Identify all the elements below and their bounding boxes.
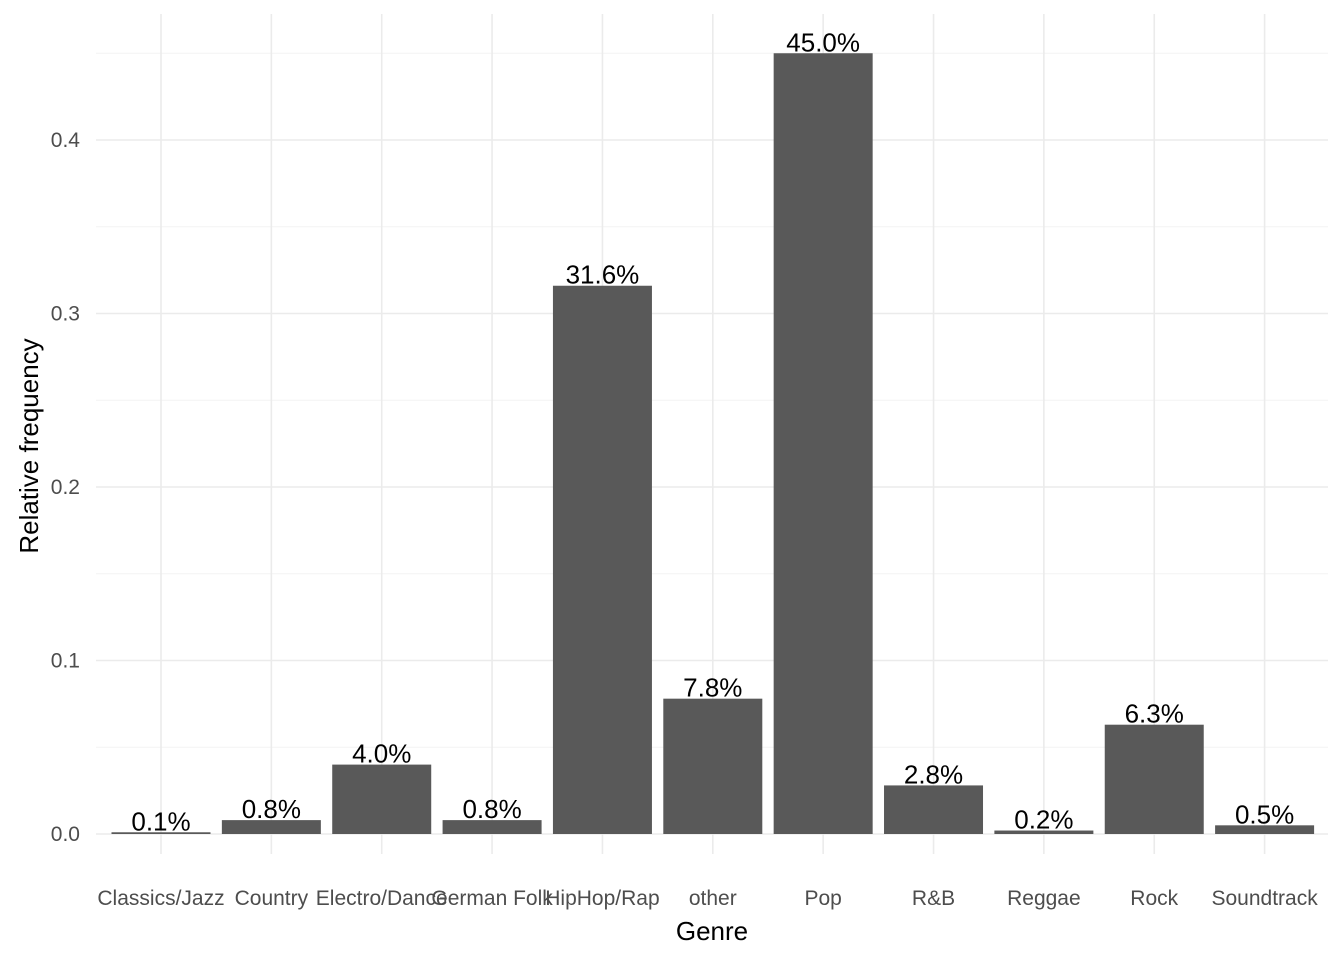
y-axis-title: Relative frequency	[14, 338, 44, 553]
x-axis-tick-labels: Classics/Jazz Country Electro/DanceGerman …	[97, 887, 1318, 910]
x-tick-label: Country	[235, 887, 309, 910]
bar	[552, 285, 652, 834]
y-tick-label: 0.4	[51, 129, 81, 152]
y-tick-label: 0.2	[51, 476, 80, 499]
bar	[1104, 724, 1204, 834]
y-axis-tick-labels: 0.0 0.1 0.2 0.3 0.4	[51, 129, 81, 846]
data-label: 0.2%	[1014, 805, 1073, 835]
data-label: 7.8%	[683, 673, 742, 703]
x-axis-title: Genre	[676, 916, 748, 946]
x-tick-label: Rock	[1130, 887, 1178, 910]
data-label: 0.8%	[462, 794, 521, 824]
data-label: 2.8%	[904, 759, 963, 789]
data-labels: 0.1% 0.8% 4.0% 0.8% 31.6% 7.8% 45.0% 2.8% 0.2% 6.…	[131, 27, 1294, 836]
x-tick-label: German Folk	[431, 887, 553, 910]
x-tick-label: Electro/Dance	[316, 887, 448, 910]
bar	[884, 785, 984, 834]
bar	[663, 698, 763, 834]
data-label: 0.8%	[242, 794, 301, 824]
x-tick-label: Classics/Jazz	[97, 887, 224, 910]
x-tick-label: Pop	[804, 887, 841, 910]
x-tick-label: Soundtrack	[1211, 887, 1318, 910]
data-label: 0.5%	[1235, 799, 1294, 829]
bar	[1215, 825, 1315, 834]
bar	[111, 832, 211, 834]
data-label: 45.0%	[786, 27, 860, 57]
x-tick-label: other	[689, 887, 737, 910]
bar	[332, 764, 432, 834]
y-tick-label: 0.3	[51, 303, 80, 326]
x-tick-label: R&B	[912, 887, 955, 910]
bars	[111, 53, 1315, 834]
x-tick-label: Reggae	[1007, 887, 1081, 910]
bar	[773, 53, 873, 834]
bar	[994, 830, 1094, 834]
bar	[442, 820, 542, 834]
bar	[221, 820, 321, 834]
y-tick-label: 0.0	[51, 823, 80, 846]
data-label: 31.6%	[566, 260, 640, 290]
data-label: 0.1%	[131, 806, 190, 836]
y-tick-label: 0.1	[51, 650, 80, 673]
x-tick-label: HipHop/Rap	[545, 887, 659, 910]
data-label: 4.0%	[352, 739, 411, 769]
data-label: 6.3%	[1125, 699, 1184, 729]
